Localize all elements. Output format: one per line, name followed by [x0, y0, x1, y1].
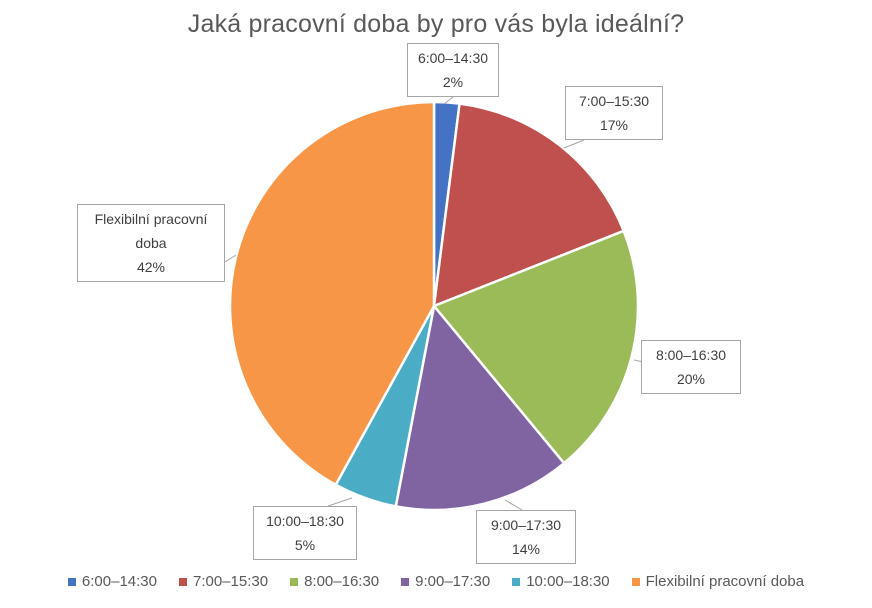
legend-label: 7:00–15:30 [192, 573, 269, 590]
pie-chart [224, 96, 655, 512]
pie-slice-2 [432, 102, 626, 308]
legend-label: Flexibilní pracovní doba [645, 573, 805, 590]
pie-slice-6 [228, 100, 436, 487]
data-label-1: 6:00–14:30 2% [407, 43, 499, 97]
legend-item: 8:00–16:30 [290, 573, 379, 590]
pie-slice-4 [394, 303, 566, 512]
data-label-value: 42% [136, 259, 166, 275]
legend-item: 10:00–18:30 [512, 573, 610, 590]
callout-pointer-4 [504, 499, 523, 511]
data-label-category: Flexibilní pracovní [94, 211, 208, 227]
data-label-category: 10:00–18:30 [266, 513, 344, 529]
data-label-category: 6:00–14:30 [417, 50, 489, 66]
data-label-value: 5% [294, 537, 316, 553]
legend: 6:00–14:30 7:00–15:30 8:00–16:30 9:00–17:30… [0, 573, 872, 590]
legend-swatch [178, 577, 187, 586]
pie-slice-3 [431, 229, 640, 465]
data-label-value: 14% [511, 541, 541, 557]
legend-item: 7:00–15:30 [178, 573, 269, 590]
chart-title: Jaká pracovní doba by pro vás byla ideál… [187, 10, 685, 38]
data-label-3: 8:00–16:30 20% [641, 340, 741, 394]
callout-pointer-6 [224, 254, 237, 263]
callout-pointer-5 [327, 497, 353, 507]
legend-swatch [631, 577, 640, 586]
data-label-2: 7:00–15:30 17% [565, 86, 663, 140]
data-label-value: 20% [676, 371, 706, 387]
data-label-category: 9:00–17:30 [490, 517, 562, 533]
data-label-category: 7:00–15:30 [578, 93, 650, 109]
data-label-5: 10:00–18:30 5% [253, 506, 357, 560]
legend-swatch [290, 577, 299, 586]
legend-item: 9:00–17:30 [401, 573, 490, 590]
legend-label: 8:00–16:30 [304, 573, 380, 590]
legend-item: Flexibilní pracovní doba [631, 573, 805, 590]
data-label-value: 17% [599, 117, 629, 133]
data-label-4: 9:00–17:30 14% [476, 510, 576, 564]
legend-item: 6:00–14:30 [67, 573, 157, 590]
legend-label: 6:00–14:30 [81, 573, 157, 590]
callout-pointer-2 [563, 139, 585, 149]
legend-swatch [67, 577, 76, 586]
data-label-value: 2% [442, 74, 464, 90]
data-label-category: 8:00–16:30 [655, 347, 727, 363]
legend-swatch [401, 577, 410, 586]
legend-swatch [512, 577, 521, 586]
legend-label: 10:00–18:30 [526, 573, 610, 590]
legend-label: 9:00–17:30 [415, 573, 491, 590]
callout-pointer-1 [443, 96, 454, 105]
data-label-6: Flexibilní pracovní doba 42% [77, 204, 225, 282]
data-label-category: doba [135, 235, 167, 251]
